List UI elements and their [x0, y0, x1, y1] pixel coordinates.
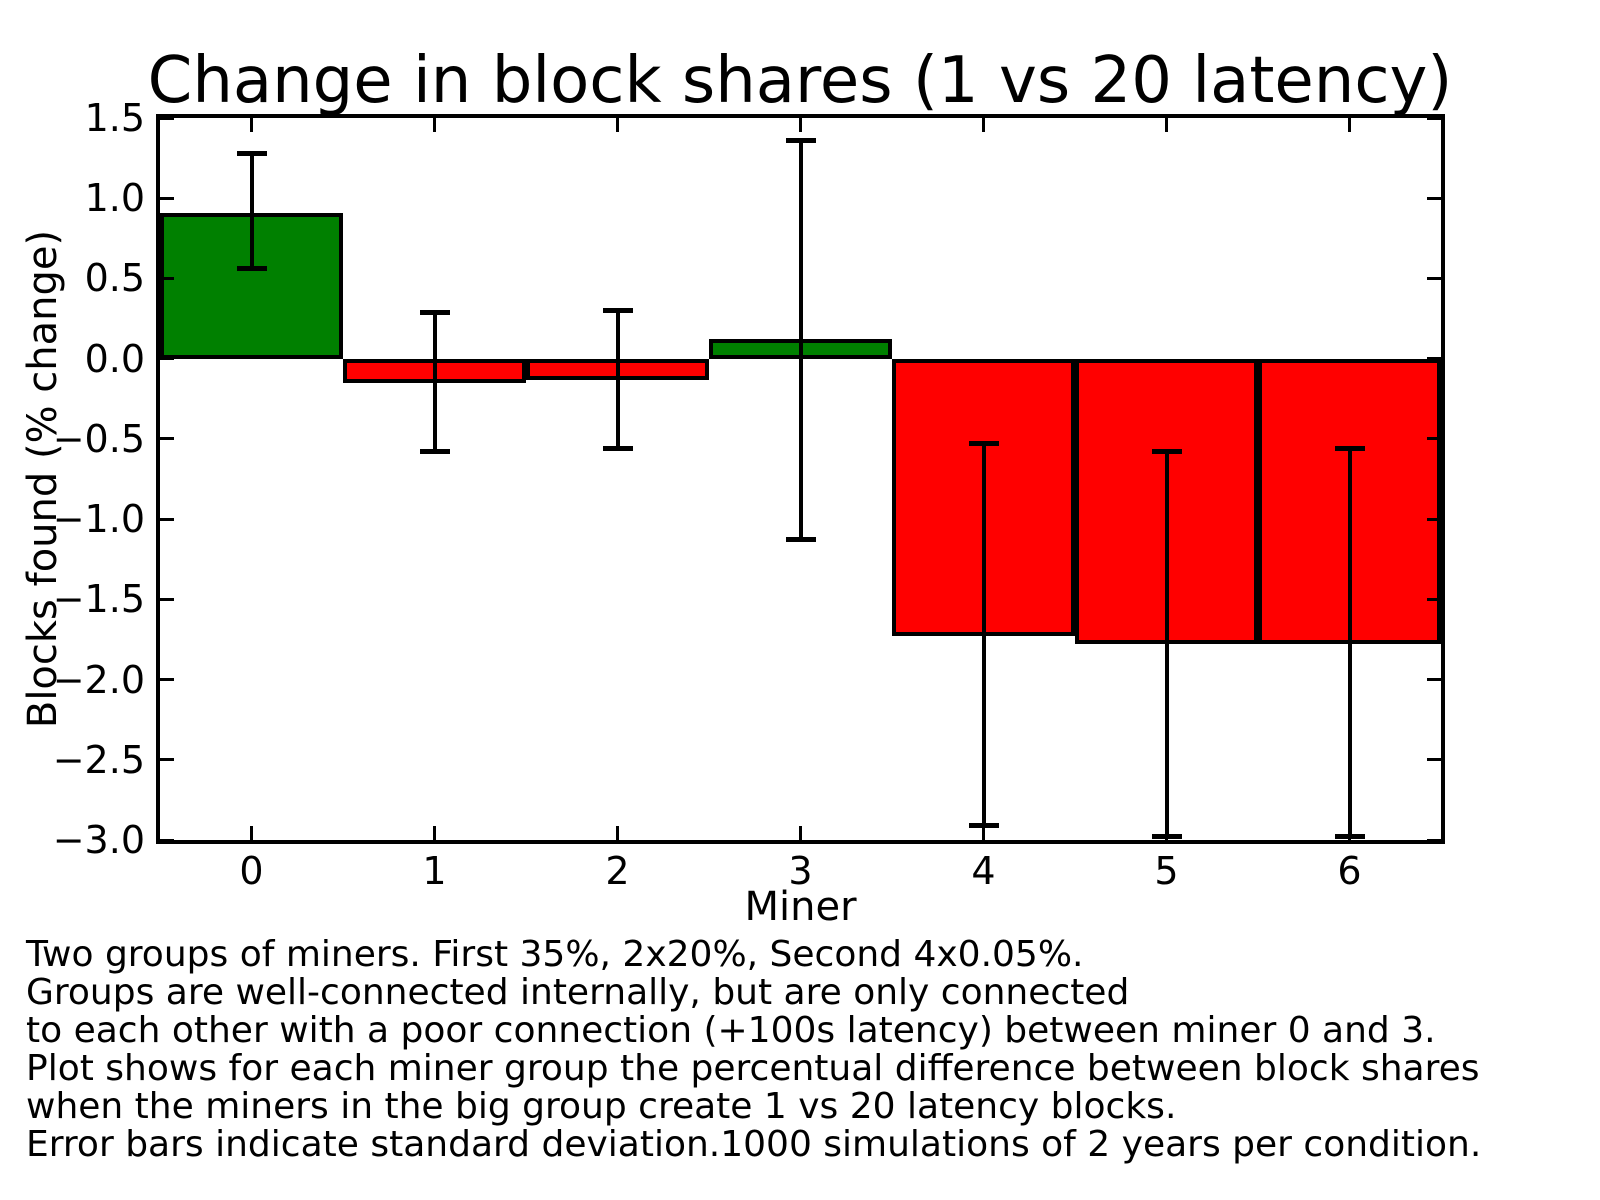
error-bar-cap-bottom-miner-6 [1334, 834, 1365, 840]
y-tick-label: 1.5 [84, 96, 145, 140]
y-tick-right [1427, 597, 1441, 601]
y-tick-label: −2.5 [52, 737, 145, 782]
y-tick-right [1427, 276, 1441, 280]
caption-line-6: Error bars indicate standard deviation.1… [26, 1124, 1482, 1165]
error-bar-cap-bottom-miner-0 [236, 266, 267, 272]
y-tick-left [160, 517, 174, 521]
x-tick-bottom [616, 826, 619, 840]
y-tick-label: 1.0 [84, 176, 145, 221]
y-tick-right [1427, 116, 1441, 120]
y-tick-left [160, 838, 174, 842]
error-bar-cap-top-miner-2 [602, 308, 633, 314]
x-tick-top [799, 118, 802, 132]
x-tick-bottom [433, 826, 436, 840]
y-tick-right [1427, 678, 1441, 682]
y-tick-label: −1.0 [52, 497, 145, 542]
y-tick-left [160, 597, 174, 601]
y-axis-label: Blocks found (% change) [20, 229, 66, 729]
x-tick-label: 6 [1337, 849, 1362, 893]
y-tick-label: −2.0 [52, 657, 145, 702]
error-bar-line-miner-0 [249, 153, 254, 269]
x-tick-top [982, 118, 985, 132]
x-tick-top [616, 118, 619, 132]
y-tick-left [160, 758, 174, 762]
error-bar-cap-top-miner-4 [968, 441, 999, 447]
error-bar-line-miner-6 [1347, 448, 1352, 837]
error-bar-cap-top-miner-0 [236, 150, 267, 156]
error-bar-line-miner-4 [981, 443, 986, 826]
y-tick-label: −0.5 [52, 416, 145, 461]
y-tick-label: 0.5 [84, 256, 145, 301]
chart-title: Change in block shares (1 vs 20 latency) [147, 44, 1453, 118]
y-tick-left [160, 437, 174, 441]
x-tick-bottom [982, 826, 985, 840]
x-tick-bottom [250, 826, 253, 840]
caption-line-5: when the miners in the big group create … [26, 1086, 1177, 1127]
error-bar-cap-top-miner-3 [785, 137, 816, 143]
y-tick-left [160, 116, 174, 120]
x-tick-top [1348, 118, 1351, 132]
caption-line-2: Groups are well-connected internally, bu… [26, 972, 1130, 1013]
error-bar-line-miner-3 [798, 140, 803, 540]
y-tick-left [160, 678, 174, 682]
y-tick-right [1427, 517, 1441, 521]
y-tick-right [1427, 758, 1441, 762]
y-tick-right [1427, 838, 1441, 842]
x-tick-top [433, 118, 436, 132]
x-tick-top [250, 118, 253, 132]
y-tick-left [160, 276, 174, 280]
caption: Two groups of miners. First 35%, 2x20%, … [26, 936, 1481, 1164]
x-tick-label: 0 [239, 849, 264, 893]
x-tick-label: 3 [788, 849, 813, 893]
y-tick-right [1427, 357, 1441, 361]
y-tick-right [1427, 437, 1441, 441]
x-tick-top [1165, 118, 1168, 132]
x-tick-bottom [799, 826, 802, 840]
y-tick-label: 0.0 [84, 336, 145, 381]
error-bar-cap-bottom-miner-4 [968, 823, 999, 829]
caption-line-3: to each other with a poor connection (+1… [26, 1010, 1436, 1051]
caption-line-1: Two groups of miners. First 35%, 2x20%, … [26, 934, 1084, 975]
x-tick-label: 1 [422, 849, 447, 893]
x-axis-label: Miner [744, 884, 857, 930]
y-tick-right [1427, 196, 1441, 200]
y-tick-left [160, 357, 174, 361]
y-tick-label: −3.0 [52, 818, 145, 862]
error-bar-cap-bottom-miner-1 [419, 449, 450, 455]
x-tick-label: 4 [971, 849, 996, 893]
error-bar-line-miner-2 [615, 310, 620, 449]
y-tick-label: −1.5 [52, 577, 145, 622]
error-bar-cap-top-miner-5 [1151, 449, 1182, 455]
error-bar-cap-top-miner-1 [419, 309, 450, 315]
error-bar-cap-bottom-miner-2 [602, 446, 633, 451]
error-bar-cap-bottom-miner-5 [1151, 834, 1182, 840]
y-tick-left [160, 196, 174, 200]
error-bar-line-miner-1 [432, 312, 437, 452]
plot-area: 1.5 1.0 0.5 0.0 −0.5 −1.0 −1.5 −2.0 −2.5 −3.0 0 1 2 3… [53, 99, 1445, 890]
caption-line-4: Plot shows for each miner group the perc… [26, 1048, 1480, 1089]
x-tick-label: 2 [605, 849, 630, 893]
error-bar-cap-top-miner-6 [1334, 446, 1365, 451]
error-bar-cap-bottom-miner-3 [785, 537, 816, 543]
error-bar-line-miner-5 [1164, 451, 1169, 837]
x-tick-label: 5 [1154, 849, 1179, 893]
